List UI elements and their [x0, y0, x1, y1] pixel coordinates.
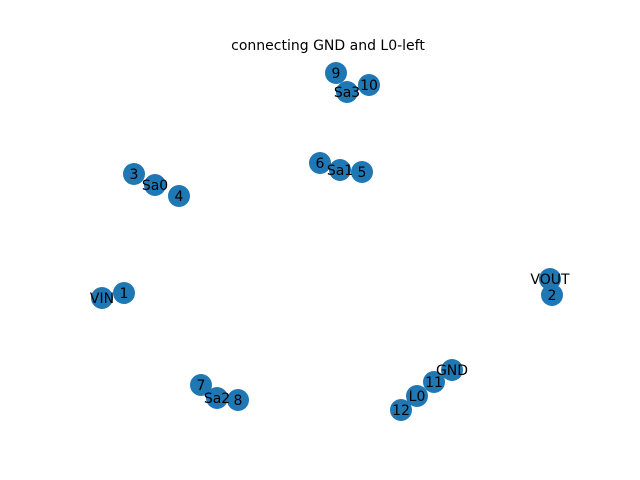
node-label-12: 12 [392, 403, 410, 419]
node-sa0 [144, 174, 166, 196]
node-11 [423, 371, 445, 393]
node-sa3 [336, 81, 358, 103]
node-label-sa3: Sa3 [334, 85, 360, 101]
node-6 [309, 152, 331, 174]
node-vin [91, 287, 113, 309]
node-label-2: 2 [548, 288, 557, 304]
node-10 [358, 74, 380, 96]
node-label-5: 5 [358, 165, 367, 181]
node-label-7: 7 [197, 378, 206, 394]
node-4 [168, 185, 190, 207]
node-label-1: 1 [120, 286, 129, 302]
node-label-gnd: GND [436, 363, 468, 379]
node-2 [541, 284, 563, 306]
node-label-9: 9 [332, 66, 341, 82]
node-label-sa1: Sa1 [327, 163, 353, 179]
node-9 [325, 62, 347, 84]
node-sa1 [329, 159, 351, 181]
node-vout [539, 268, 561, 290]
node-l0 [406, 385, 428, 407]
node-label-4: 4 [175, 189, 184, 205]
node-label-6: 6 [316, 156, 325, 172]
node-label-sa2: Sa2 [204, 391, 230, 407]
node-5 [351, 161, 373, 183]
node-7 [190, 374, 212, 396]
node-8 [227, 389, 249, 411]
node-sa2 [206, 387, 228, 409]
node-label-10: 10 [360, 78, 378, 94]
graph-title: connecting GND and L0-left [231, 38, 425, 54]
node-3 [123, 163, 145, 185]
nodes-layer [91, 62, 563, 421]
node-label-sa0: Sa0 [142, 178, 168, 194]
node-12 [390, 399, 412, 421]
node-gnd [441, 359, 463, 381]
node-label-vin: VIN [90, 291, 114, 307]
node-label-8: 8 [234, 393, 243, 409]
node-label-3: 3 [130, 167, 139, 183]
node-label-l0: L0 [409, 389, 426, 405]
node-label-vout: VOUT [530, 272, 570, 288]
node-1 [113, 282, 135, 304]
node-label-11: 11 [425, 375, 443, 391]
